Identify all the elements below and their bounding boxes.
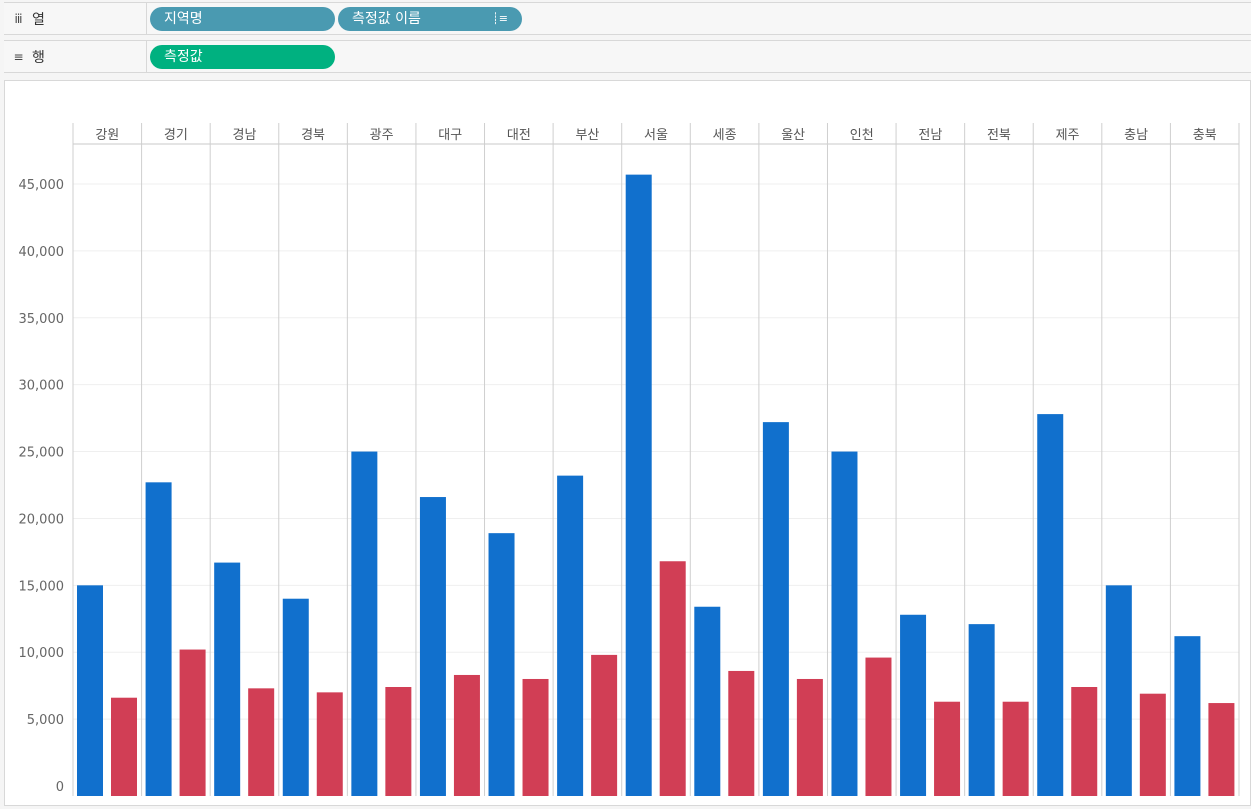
rows-shelf: ≡ 행 측정값 [4, 40, 1251, 73]
bar-series2 [316, 692, 343, 796]
bar-series2 [1208, 703, 1235, 796]
bar-series1 [1174, 636, 1201, 796]
bar-series2 [796, 678, 823, 796]
category-label: 광주 [370, 128, 394, 143]
category-label: 충북 [1193, 128, 1217, 143]
y-tick-label: 10,000 [19, 646, 65, 661]
chart-area: 강원 경기 경남 경북 광주 대구 대전 부산 서울 세종 울산 인천 전남 전북 제주 충남 충북 0 5,000… [4, 80, 1251, 806]
bar-series1 [900, 614, 927, 796]
bar-series2 [453, 674, 480, 796]
bar-series2 [111, 697, 137, 796]
bar-series1 [1037, 414, 1064, 796]
bar-series2 [728, 670, 755, 796]
bar-series1 [831, 451, 858, 796]
bar-series1 [419, 497, 446, 796]
bar-series1 [557, 475, 584, 796]
y-tick-label: 20,000 [19, 512, 65, 527]
category-label: 경기 [164, 128, 188, 143]
y-tick-label: 45,000 [19, 178, 65, 193]
category-label: 충남 [1124, 128, 1148, 143]
y-tick-label: 30,000 [19, 379, 65, 394]
y-tick-label: 35,000 [19, 312, 65, 327]
category-label: 서울 [644, 128, 668, 143]
bar-series2 [1071, 687, 1098, 796]
bar-series2 [248, 688, 275, 796]
category-label: 경남 [233, 128, 257, 143]
bar-series1 [694, 606, 721, 796]
columns-shelf: iii 열 지역명 측정값 이름 ┊≡ [4, 2, 1251, 35]
y-tick-label: 15,000 [19, 579, 65, 594]
category-label: 대전 [507, 128, 531, 143]
pill-measure-values[interactable]: 측정값 [150, 45, 335, 69]
columns-shelf-label: iii 열 [4, 3, 147, 34]
category-label: 인천 [850, 128, 874, 143]
bar-series1 [762, 422, 789, 796]
y-tick-label: 0 [56, 780, 64, 795]
rows-shelf-label: ≡ 행 [4, 41, 147, 72]
category-label: 강원 [95, 128, 119, 143]
category-label: 대구 [438, 128, 462, 143]
bar-series1 [282, 598, 309, 796]
category-label: 전북 [987, 128, 1011, 143]
bar-series2 [522, 678, 549, 796]
bar-series2 [591, 654, 618, 796]
bar-series2 [659, 561, 686, 796]
bar-series1 [488, 533, 515, 796]
bar-series1 [625, 174, 652, 796]
bar-series1 [968, 624, 995, 796]
pill-region-name[interactable]: 지역명 [150, 7, 335, 31]
bar-series2 [179, 649, 206, 796]
rows-icon: ≡ [13, 49, 23, 64]
category-label: 제주 [1056, 128, 1080, 143]
category-label: 부산 [575, 128, 599, 143]
pill-measure-names[interactable]: 측정값 이름 ┊≡ [338, 7, 522, 31]
bar-series1 [1105, 585, 1132, 796]
bar-series2 [1139, 693, 1166, 796]
bar-series1 [145, 482, 172, 796]
category-label: 전남 [918, 128, 942, 143]
y-tick-label: 5,000 [27, 713, 64, 728]
columns-icon: iii [14, 11, 22, 26]
bar-series1 [77, 585, 103, 796]
category-label: 경북 [301, 128, 325, 143]
bar-series2 [385, 687, 412, 796]
category-label: 세종 [713, 128, 737, 143]
bar-series2 [1002, 701, 1029, 796]
sort-icon[interactable]: ┊≡ [492, 12, 508, 25]
bar-series1 [214, 562, 241, 796]
y-tick-label: 40,000 [19, 245, 65, 260]
y-tick-label: 25,000 [19, 446, 65, 461]
bar-chart: 강원 경기 경남 경북 광주 대구 대전 부산 서울 세종 울산 인천 전남 전북 제주 충남 충북 0 5,000… [19, 123, 1240, 796]
bar-series1 [351, 451, 378, 796]
category-label: 울산 [781, 128, 805, 143]
bar-series2 [934, 701, 961, 796]
bar-series2 [865, 657, 892, 796]
